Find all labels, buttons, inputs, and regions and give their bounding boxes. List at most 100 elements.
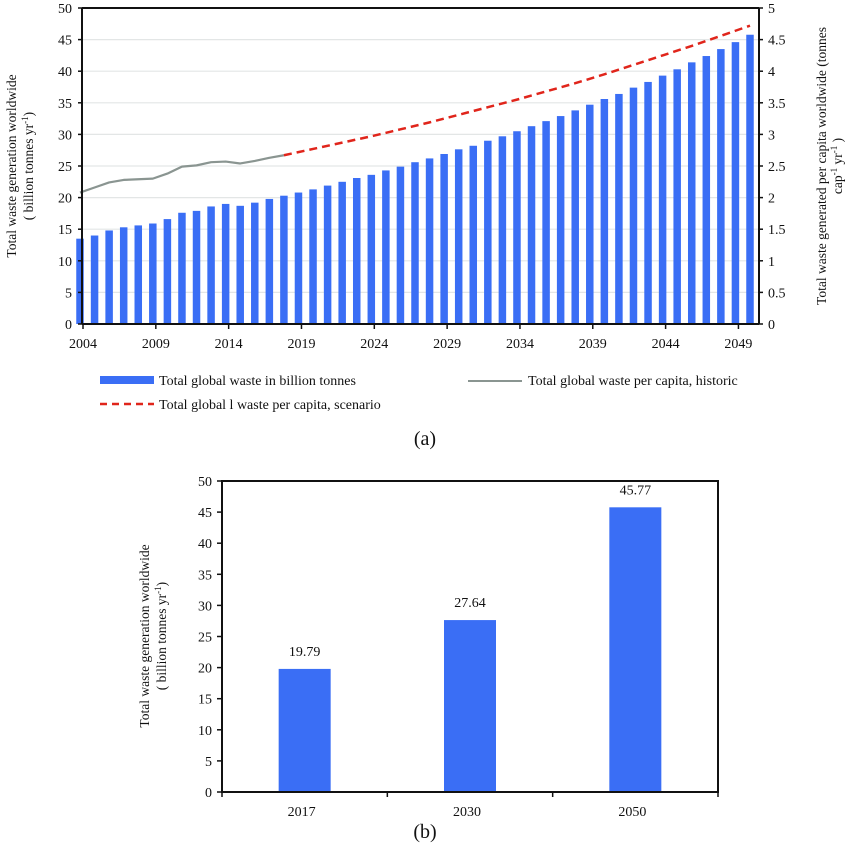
a-x-tick-label: 2009 <box>142 337 170 352</box>
a-left-tick-label: 10 <box>58 255 72 270</box>
a-bar <box>658 75 667 325</box>
a-left-tick-label: 25 <box>58 160 72 175</box>
panel-a: 0 5 10 15 20 25 30 35 40 45 50 0 0.5 1 1.5 2 2.5 3 3.5 4 4.… <box>4 2 845 450</box>
b-y-tick-label: 45 <box>198 506 212 521</box>
a-bar <box>571 110 579 324</box>
a-left-tick-label: 35 <box>58 97 72 112</box>
a-axes <box>78 7 763 329</box>
a-bar <box>352 178 361 324</box>
a-x-tick-label: 2024 <box>360 337 388 352</box>
a-right-tick-label: 1.5 <box>768 223 786 238</box>
a-legend: Total global waste in billion tonnes Tot… <box>100 374 738 413</box>
a-left-tick-label: 40 <box>58 65 72 80</box>
a-bars <box>76 34 754 325</box>
a-bar <box>396 166 405 324</box>
a-x-tick-label: 2004 <box>69 337 97 352</box>
a-bar <box>309 189 317 324</box>
a-bar <box>119 227 128 324</box>
a-bar <box>251 202 259 324</box>
a-bar <box>484 140 492 324</box>
b-y-axis-title: Total waste generation worldwide <box>137 544 152 727</box>
a-bar <box>454 149 463 324</box>
a-bar <box>644 81 652 324</box>
a-bar <box>600 99 609 325</box>
b-y-tick-labels: 0 5 10 15 20 25 30 35 40 45 50 <box>198 475 212 801</box>
b-y-tick-label: 30 <box>198 599 212 614</box>
a-x-tick-label: 2049 <box>724 337 752 352</box>
b-y-tick-label: 40 <box>198 537 212 552</box>
a-bar <box>513 131 521 324</box>
b-y-tick-label: 10 <box>198 724 212 739</box>
a-y2-axis-title: Total waste generated per capita worldwi… <box>814 27 829 305</box>
a-bar <box>382 170 390 324</box>
b-bars <box>278 507 662 792</box>
a-bar <box>149 223 157 324</box>
a-right-tick-label: 1 <box>768 255 775 270</box>
a-bar <box>178 212 186 324</box>
legend-bar-label: Total global waste in billion tonnes <box>159 374 356 389</box>
b-y-tick-label: 20 <box>198 662 212 677</box>
b-data-label: 27.64 <box>454 596 486 611</box>
b-x-tick-label: 2030 <box>453 805 481 820</box>
a-left-tick-label: 30 <box>58 128 72 143</box>
a-bar <box>265 198 274 324</box>
a-left-tick-label: 5 <box>65 286 72 301</box>
b-y-tick-label: 35 <box>198 568 212 583</box>
a-bar <box>702 56 711 324</box>
a-y2-axis-title-units: cap-1 yr-1 ) <box>829 138 845 194</box>
b-y-tick-label: 5 <box>205 755 212 770</box>
a-bar <box>367 174 376 324</box>
a-bar <box>192 210 201 324</box>
a-left-tick-label: 15 <box>58 223 72 238</box>
a-bar <box>746 34 754 324</box>
a-bar <box>469 145 478 324</box>
b-axes <box>217 480 719 797</box>
a-x-tick-label: 2039 <box>579 337 607 352</box>
a-bar <box>323 185 332 324</box>
b-bar <box>444 620 496 792</box>
panel-a-label: (a) <box>414 428 436 450</box>
a-bar <box>425 158 434 324</box>
legend-historic-label: Total global waste per capita, historic <box>528 374 738 389</box>
a-bar <box>411 162 419 324</box>
b-bar <box>278 668 331 792</box>
a-lines <box>79 24 751 194</box>
a-bar <box>629 87 638 324</box>
a-right-tick-label: 3 <box>768 128 775 143</box>
panel-b-label: (b) <box>413 821 436 843</box>
a-bar <box>294 192 303 324</box>
a-bar <box>542 121 550 325</box>
a-x-tick-label: 2019 <box>287 337 315 352</box>
a-bar <box>236 205 244 324</box>
a-right-tick-label: 3.5 <box>768 97 786 112</box>
b-y-tick-label: 50 <box>198 475 212 490</box>
a-x-tick-label: 2044 <box>652 337 680 352</box>
a-bar <box>556 116 565 325</box>
a-line-historic <box>79 154 285 194</box>
a-bar <box>76 238 84 324</box>
a-right-tick-label: 2.5 <box>768 160 786 175</box>
a-right-tick-labels: 0 0.5 1 1.5 2 2.5 3 3.5 4 4.5 5 <box>768 2 786 333</box>
a-bar <box>207 206 215 324</box>
b-x-tick-label: 2017 <box>288 805 316 820</box>
a-bar <box>586 104 594 324</box>
a-bar <box>717 49 725 325</box>
a-left-tick-labels: 0 5 10 15 20 25 30 35 40 45 50 <box>58 2 72 333</box>
b-y-tick-label: 0 <box>205 786 212 801</box>
a-bar <box>527 126 536 325</box>
b-data-label: 19.79 <box>289 645 321 660</box>
a-right-tick-label: 4.5 <box>768 34 786 49</box>
a-left-tick-label: 20 <box>58 192 72 207</box>
legend-bar-swatch <box>100 376 154 384</box>
b-x-tick-label: 2050 <box>618 805 646 820</box>
a-bar <box>615 93 623 325</box>
b-data-labels: 19.79 27.64 45.77 <box>289 483 651 660</box>
a-y-axis-title-units: ( billion tonnes yr-1) <box>20 112 36 220</box>
a-left-tick-label: 50 <box>58 2 72 17</box>
a-bar <box>498 136 507 324</box>
a-right-tick-label: 4 <box>768 65 775 80</box>
a-x-tick-label: 2014 <box>215 337 243 352</box>
a-bar <box>338 181 346 324</box>
b-y-tick-label: 15 <box>198 693 212 708</box>
a-right-tick-label: 0.5 <box>768 286 786 301</box>
